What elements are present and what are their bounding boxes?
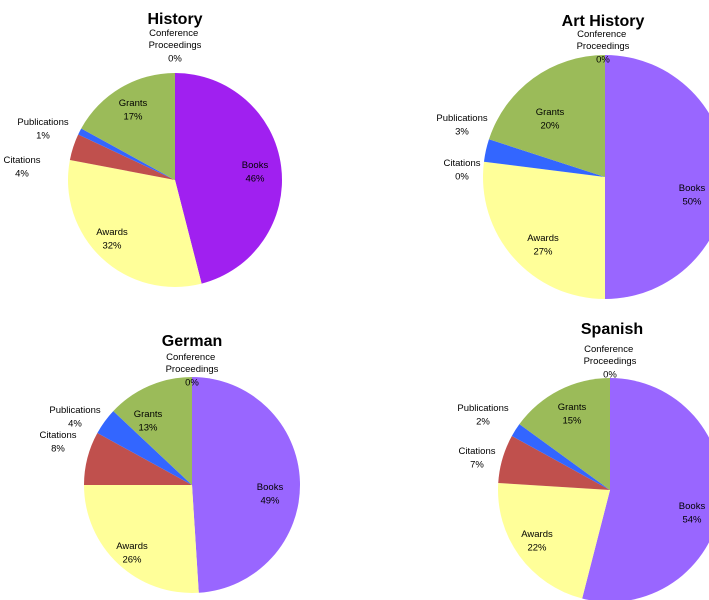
slice-value-label: 1% [36,131,50,142]
slice-category-label: Publications [17,117,68,128]
slice-category-label: Grants [558,402,587,413]
slice-value-label: 0% [185,378,199,389]
slice-value-label: 13% [138,423,158,434]
pie-slice [81,73,175,180]
slice-value-label: 54% [682,515,702,526]
chart-title: German [162,333,222,350]
slice-value-label: 8% [51,444,65,455]
slice-value-label: 15% [562,416,582,427]
pie-slice [498,482,610,599]
chart-title: History [147,11,202,28]
slice-category-label: Books [257,482,284,493]
slice-category-label: Books [679,501,706,512]
slice-value-label: 27% [533,247,553,258]
pie-slice [175,73,282,284]
chart-title: Art History [562,13,645,30]
pie-slice [78,128,175,180]
pie-slice [84,432,192,485]
slice-value-label: 22% [527,543,547,554]
slice-value-label: 4% [68,419,82,430]
pie-slice [84,485,199,593]
slice-category-label: Grants [536,107,565,118]
slice-value-label: 32% [102,241,122,252]
slice-category-label: Publications [457,403,508,414]
slice-category-label: Citations [444,158,481,169]
slice-value-label: 0% [603,370,617,381]
pie-slice [97,411,192,485]
slice-category-label: Conference Proceedings [577,29,630,52]
slice-category-label: Awards [521,529,553,540]
slice-category-label: Awards [527,233,559,244]
slice-category-label: Grants [134,409,163,420]
slice-value-label: 4% [15,169,29,180]
pie-chart: Spanish Books 54% Awards 22% Citations 7% Publi… [457,321,709,600]
slice-category-label: Citations [459,446,496,457]
slice-category-label: Awards [116,541,148,552]
slice-value-label: 26% [122,555,142,566]
slice-value-label: 3% [455,127,469,138]
slice-value-label: 2% [476,417,490,428]
pie-slice [582,378,709,600]
slice-value-label: 0% [168,54,182,65]
slice-category-label: Awards [96,227,128,238]
pie-slice [511,424,610,490]
slice-category-label: Conference Proceedings [149,28,202,51]
pie-slice [605,55,709,299]
pie-slice [483,139,605,177]
pie-slice [519,378,610,490]
slice-value-label: 50% [682,197,702,208]
slice-value-label: 20% [540,121,560,132]
pie-slice [113,377,192,485]
slice-value-label: 17% [123,112,143,123]
pie-slice [67,159,202,287]
pie-slice [192,377,300,593]
slice-category-label: Conference Proceedings [166,352,219,375]
slice-value-label: 0% [596,55,610,66]
slice-category-label: Books [242,160,269,171]
slice-category-label: Citations [4,155,41,166]
pie-slice [488,55,605,177]
pie-slice [483,161,605,299]
slice-value-label: 46% [245,174,265,185]
slice-category-label: Citations [40,430,77,441]
chart-title: Spanish [581,321,643,338]
pie-chart: History Books 46% Awards 32% Citations 4% Publi… [4,11,282,287]
pie-slice [498,436,610,490]
pie-chart: Art History Books 50% Awards 27% Citations 0% P… [436,13,709,299]
slice-category-label: Books [679,183,706,194]
pie-slice [69,134,175,180]
pie-chart: German Books 49% Awards 26% Citations 8% Public… [40,333,300,593]
slice-value-label: 0% [455,172,469,183]
slice-category-label: Publications [436,113,487,124]
slice-value-label: 49% [260,496,280,507]
slice-category-label: Publications [49,405,100,416]
slice-value-label: 7% [470,460,484,471]
slice-category-label: Conference Proceedings [584,344,637,367]
slice-category-label: Grants [119,98,148,109]
